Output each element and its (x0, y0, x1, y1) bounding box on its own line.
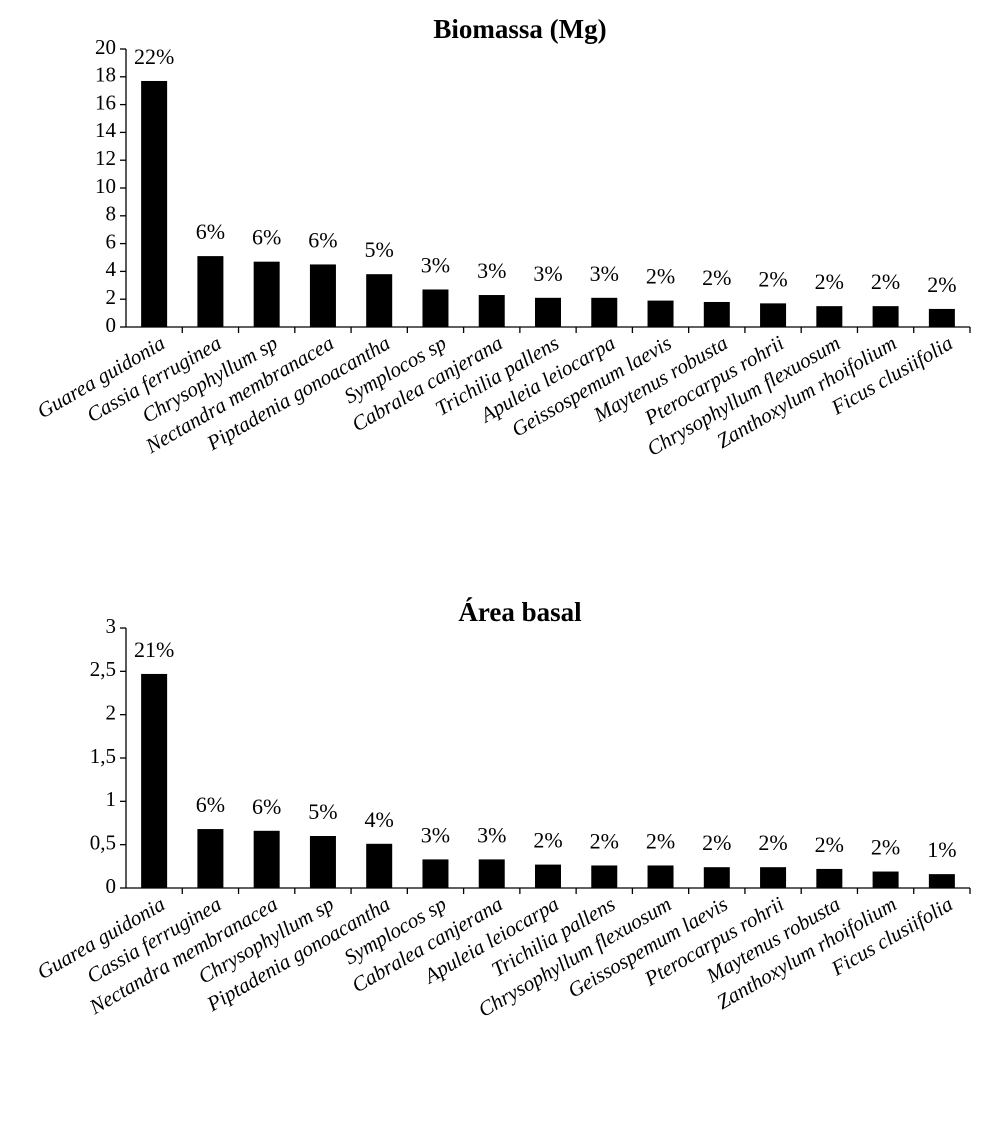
bar (366, 843, 393, 888)
y-tick-label: 0 (106, 874, 117, 898)
y-tick-label: 16 (95, 90, 116, 114)
bar (309, 264, 336, 327)
value-label: 6% (252, 794, 281, 819)
bar (422, 289, 449, 327)
y-tick-label: 2 (106, 285, 117, 309)
value-label: 2% (702, 830, 731, 855)
bar (253, 830, 280, 888)
bar (872, 306, 899, 327)
bar (422, 859, 449, 888)
bar (760, 303, 787, 327)
value-label: 21% (134, 637, 174, 662)
value-label: 2% (646, 829, 675, 854)
bar (591, 297, 618, 327)
bar (872, 871, 899, 888)
value-label: 2% (590, 829, 619, 854)
y-tick-label: 14 (95, 118, 117, 142)
value-label: 3% (421, 253, 450, 278)
value-label: 4% (365, 807, 394, 832)
value-label: 6% (308, 227, 337, 252)
value-label: 5% (365, 237, 394, 262)
y-tick-label: 1,5 (90, 744, 116, 768)
y-tick-label: 8 (106, 202, 117, 226)
bar (478, 859, 505, 888)
value-label: 2% (815, 832, 844, 857)
chart-title: Biomassa (Mg) (433, 14, 606, 44)
value-label: 2% (927, 272, 956, 297)
bar (928, 308, 955, 327)
bar (478, 295, 505, 327)
value-label: 3% (477, 258, 506, 283)
chart-title: Área basal (458, 597, 582, 627)
value-label: 5% (308, 799, 337, 824)
y-tick-label: 3 (106, 614, 117, 638)
bar (141, 673, 168, 888)
value-label: 2% (702, 265, 731, 290)
bar (816, 306, 843, 327)
bar (309, 836, 336, 888)
value-label: 2% (871, 269, 900, 294)
y-tick-label: 0 (106, 313, 117, 337)
bar (928, 874, 955, 888)
value-label: 3% (477, 822, 506, 847)
value-label: 2% (758, 830, 787, 855)
bar (816, 868, 843, 888)
y-tick-label: 6 (106, 229, 117, 253)
y-tick-label: 10 (95, 174, 116, 198)
y-tick-label: 1 (106, 787, 117, 811)
y-tick-label: 18 (95, 63, 116, 87)
value-label: 1% (927, 837, 956, 862)
value-label: 2% (646, 264, 675, 289)
bar (760, 867, 787, 888)
value-label: 2% (758, 266, 787, 291)
y-tick-label: 2,5 (90, 657, 116, 681)
bar (703, 867, 730, 888)
value-label: 2% (815, 269, 844, 294)
value-label: 22% (134, 44, 174, 69)
bar (647, 300, 674, 327)
bar (535, 864, 561, 888)
y-tick-label: 4 (106, 257, 117, 281)
value-label: 3% (533, 261, 562, 286)
y-tick-label: 0,5 (90, 830, 116, 854)
y-tick-label: 12 (95, 146, 116, 170)
bar (591, 865, 618, 888)
y-tick-label: 20 (95, 35, 116, 59)
value-label: 3% (590, 261, 619, 286)
bar (197, 256, 224, 327)
y-tick-label: 2 (106, 700, 117, 724)
value-label: 6% (196, 219, 225, 244)
value-label: 2% (533, 828, 562, 853)
bar (703, 301, 730, 327)
bar (253, 261, 280, 327)
bar (535, 297, 561, 327)
value-label: 2% (871, 835, 900, 860)
bar (647, 865, 674, 888)
bar (141, 80, 168, 327)
value-label: 6% (196, 792, 225, 817)
bar (197, 829, 224, 888)
bar (366, 274, 393, 327)
value-label: 6% (252, 225, 281, 250)
value-label: 3% (421, 822, 450, 847)
